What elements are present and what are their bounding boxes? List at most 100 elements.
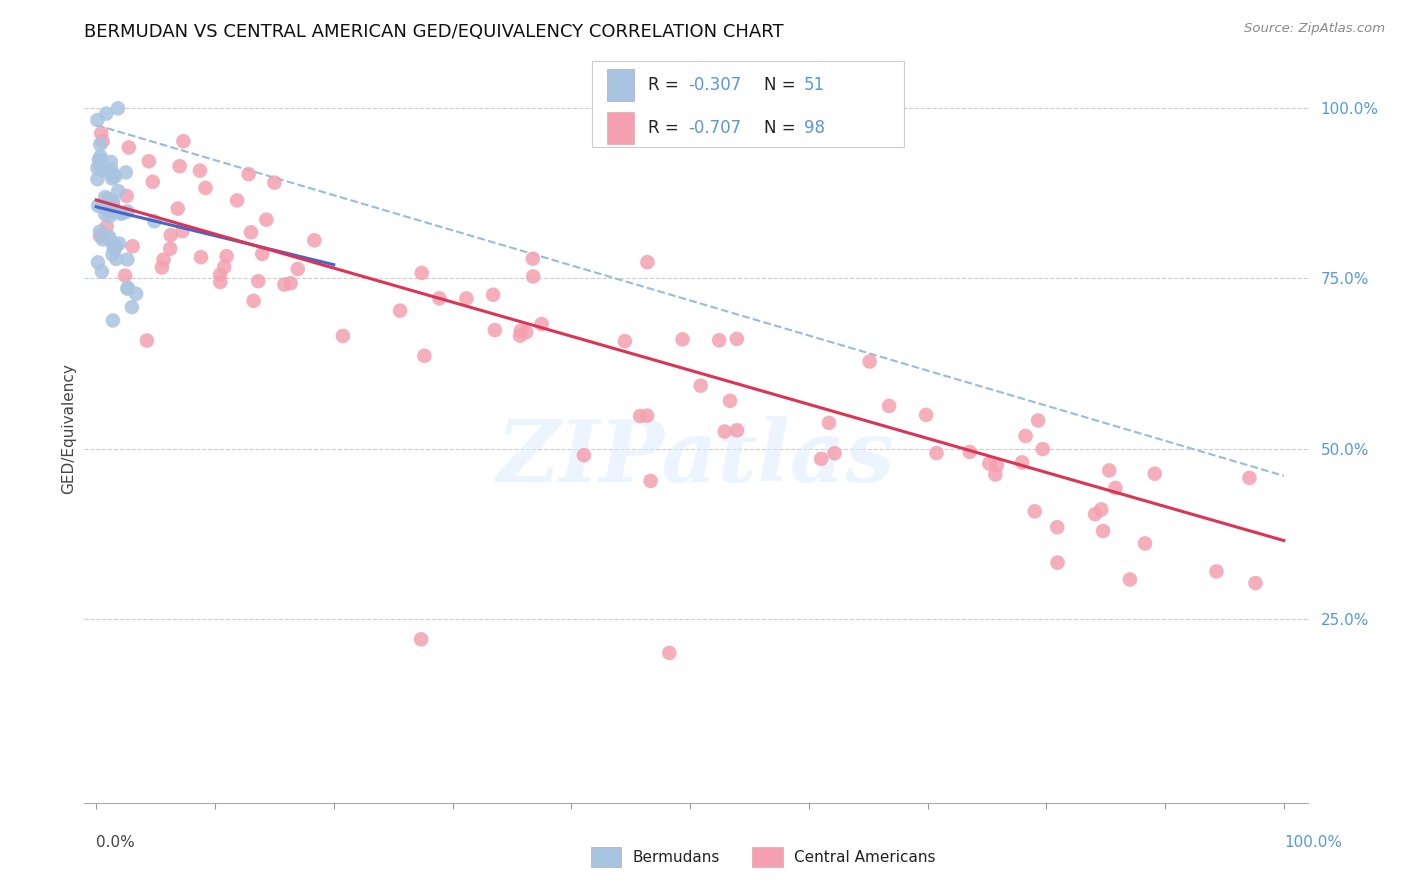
Text: 98: 98 [804,120,824,137]
Point [114,268,136,283]
Point [194,181,217,195]
Point [115,165,138,179]
Point [1084,507,1107,521]
Point [105,252,128,266]
Point [101,247,124,261]
Text: 100.0%: 100.0% [1285,836,1343,850]
Point [87,199,110,213]
Point [121,239,143,253]
Point [97,192,120,206]
Point [411,266,433,280]
Point [409,632,432,647]
Point [208,268,231,282]
Point [90,126,112,140]
Point [240,225,263,239]
Point [959,445,981,459]
Point [1046,556,1069,570]
Point [142,175,165,189]
Text: Source: ZipAtlas.com: Source: ZipAtlas.com [1244,22,1385,36]
Point [628,409,651,423]
Point [104,239,127,253]
Point [86,113,108,128]
Point [89,157,111,171]
Point [90,264,112,278]
FancyBboxPatch shape [592,61,904,147]
Point [98,229,121,244]
Point [110,206,132,220]
Point [254,212,277,227]
Text: R =: R = [648,120,685,137]
Point [86,161,108,175]
Point [1046,520,1069,534]
Point [1143,467,1166,481]
Point [515,325,537,339]
Point [166,202,188,216]
Point [636,255,658,269]
Point [1119,573,1142,587]
Point [143,214,166,228]
Point [304,233,326,247]
Point [877,399,900,413]
Point [214,260,236,274]
Text: Central Americans: Central Americans [794,850,936,864]
Point [1011,455,1033,469]
Point [482,287,505,301]
Point [226,194,249,208]
Point [121,300,143,314]
Point [91,199,114,213]
Point [1133,536,1156,550]
Point [104,243,127,257]
Point [389,303,412,318]
Point [159,242,181,256]
Point [824,446,846,460]
Point [427,291,450,305]
Point [91,161,114,175]
Point [190,250,212,264]
Point [1024,504,1046,518]
Point [209,275,232,289]
Point [979,457,1001,471]
Point [1244,576,1267,591]
Point [101,167,124,181]
Point [522,269,544,284]
Text: N =: N = [765,76,801,95]
Point [413,349,436,363]
Point [1014,429,1036,443]
Point [115,189,138,203]
Point [925,446,948,460]
Point [522,252,544,266]
Point [172,134,194,148]
Point [818,416,841,430]
Point [108,236,131,251]
Point [238,167,260,181]
Point [280,276,302,290]
Text: N =: N = [765,120,801,137]
Text: -0.707: -0.707 [689,120,742,137]
Point [101,194,124,209]
Text: 51: 51 [804,76,825,95]
Text: Bermudans: Bermudans [633,850,720,864]
Point [215,249,238,263]
Point [1098,463,1121,477]
Point [101,198,124,212]
Point [725,423,748,437]
Point [98,202,121,216]
Point [94,190,117,204]
Point [152,252,174,267]
Text: BERMUDAN VS CENTRAL AMERICAN GED/EQUIVALENCY CORRELATION CHART: BERMUDAN VS CENTRAL AMERICAN GED/EQUIVAL… [84,23,785,41]
Point [150,260,173,275]
Point [117,282,139,296]
Point [1104,481,1126,495]
Text: 0.0%: 0.0% [96,836,135,850]
Point [169,159,191,173]
Point [572,448,595,462]
Point [986,458,1008,473]
Point [1032,442,1054,456]
Point [117,204,139,219]
Point [1092,524,1115,538]
Point [509,324,531,338]
Point [1205,565,1227,579]
Point [671,332,693,346]
Point [98,209,121,223]
Point [287,262,309,277]
